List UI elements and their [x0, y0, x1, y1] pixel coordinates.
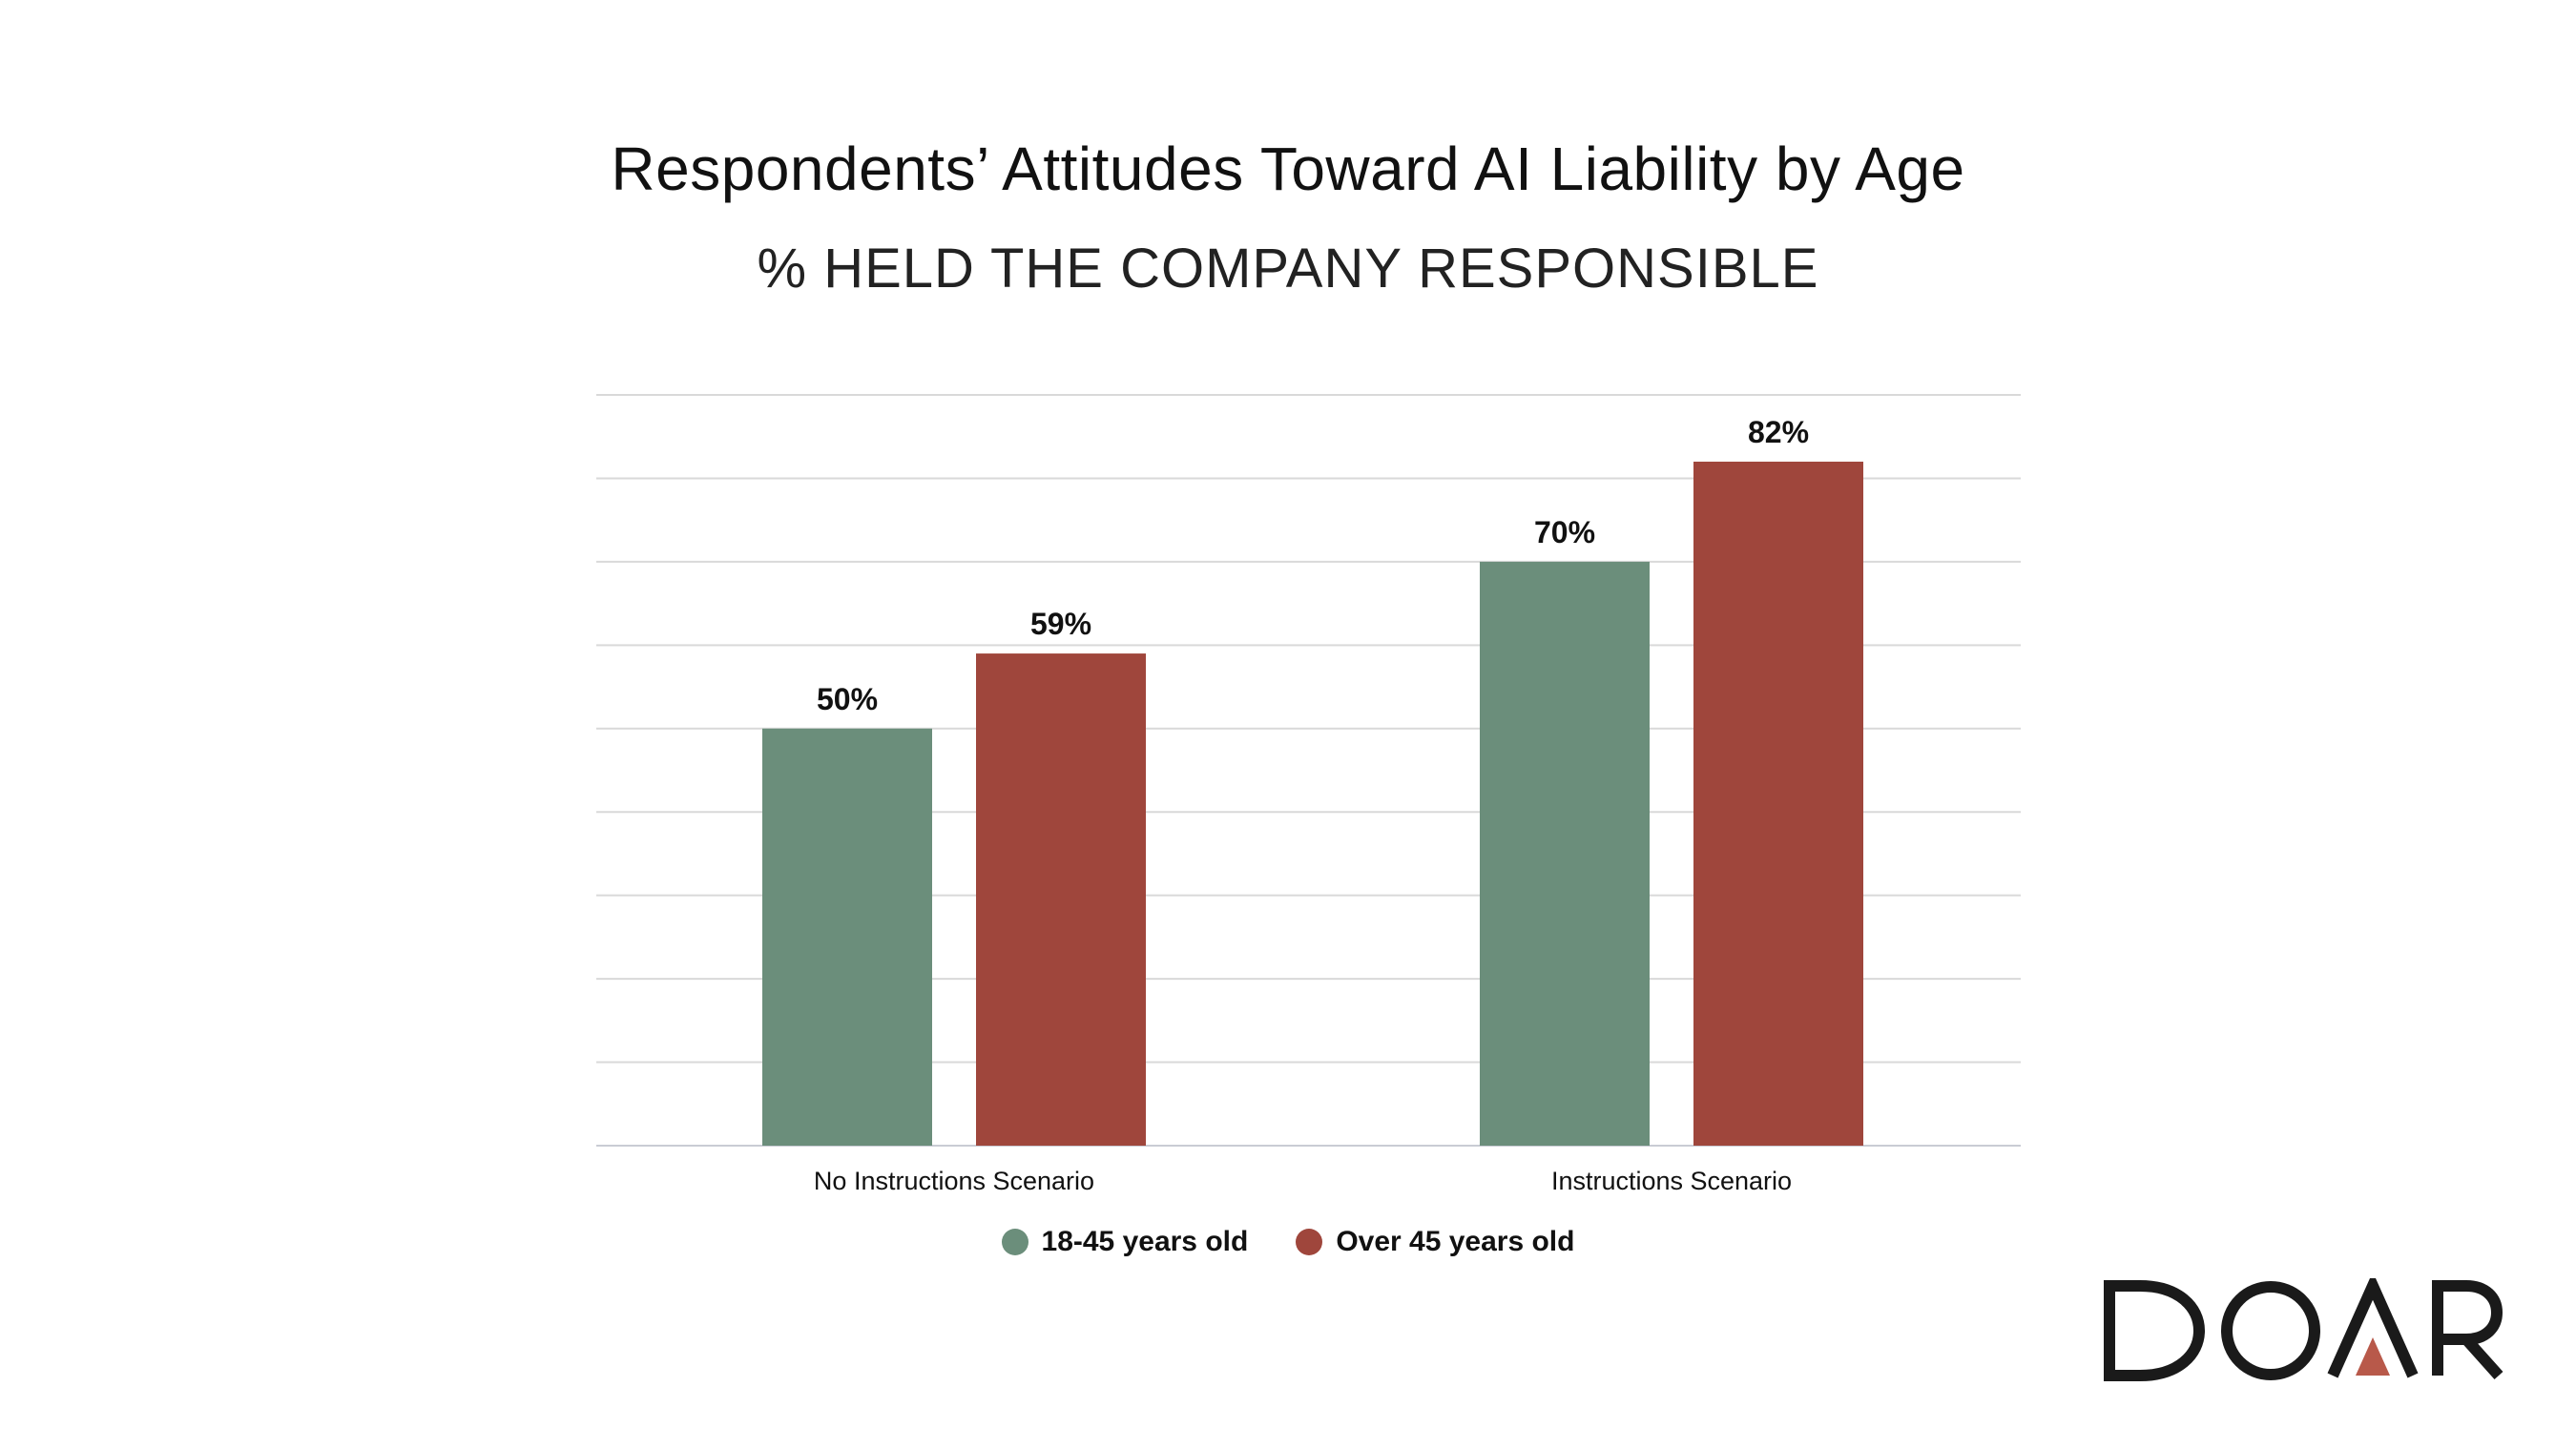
- legend-label-over-45: Over 45 years old: [1336, 1226, 1575, 1257]
- legend-label-18-45: 18-45 years old: [1041, 1226, 1249, 1257]
- chart-legend: 18-45 years old Over 45 years old: [0, 1226, 2576, 1258]
- legend-item-18-45: 18-45 years old: [1001, 1226, 1249, 1258]
- x-tick-label: No Instructions Scenario: [814, 1167, 1094, 1195]
- data-label: 82%: [1748, 415, 1809, 449]
- legend-swatch-18-45: [1001, 1229, 1028, 1255]
- bar-18-45-instructions: [1480, 561, 1650, 1146]
- x-tick-label: Instructions Scenario: [1551, 1167, 1792, 1195]
- bar-18-45-no-instructions: [762, 728, 932, 1146]
- legend-swatch-over-45: [1296, 1229, 1323, 1255]
- chart-subtitle: % HELD THE COMPANY RESPONSIBLE: [757, 238, 1819, 300]
- doar-logo: [2104, 1278, 2503, 1381]
- bar-over-45-no-instructions: [976, 653, 1146, 1146]
- data-label: 70%: [1534, 515, 1595, 549]
- bar-over-45-instructions: [1693, 461, 1863, 1146]
- legend-item-over-45: Over 45 years old: [1296, 1226, 1574, 1258]
- data-label: 50%: [817, 682, 878, 716]
- data-label: 59%: [1030, 607, 1091, 641]
- chart-title: Respondents’ Attitudes Toward AI Liabili…: [611, 135, 1965, 203]
